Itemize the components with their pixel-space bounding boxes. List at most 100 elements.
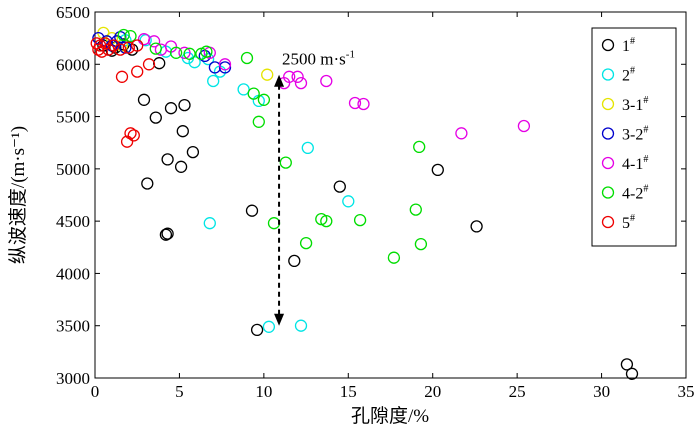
x-tick-label: 20 [424,382,441,401]
data-point-series-6 [124,29,137,43]
data-point-series-1 [288,254,301,268]
data-point-series-5 [455,127,468,140]
legend-label: 1# [622,36,635,55]
legend-marker [601,68,615,81]
data-point-series-6 [387,251,401,264]
data-point-series-1 [174,160,188,173]
x-tick-label: 0 [91,382,100,401]
legend-box [591,27,677,247]
data-point-series-2 [294,319,308,332]
x-tick-label: 35 [678,382,695,401]
legend-label: 5# [622,213,635,232]
data-point-series-1 [137,93,151,106]
data-point-series-4 [218,61,232,74]
data-point-series-7 [120,135,134,148]
data-point-series-6 [252,115,265,128]
data-point-series-6 [353,213,367,227]
data-point-series-1 [161,227,174,240]
data-point-series-6 [117,28,130,42]
y-tick-label: 3500 [56,317,90,336]
data-point-series-1 [245,204,259,217]
y-tick-label: 5500 [56,108,90,127]
data-point-series-7 [127,129,140,142]
data-point-series-6 [240,51,254,65]
y-axis-title: 纵波速度/(m·s⁻¹) [7,126,29,264]
data-point-series-7 [107,39,120,52]
x-tick-label: 5 [175,382,184,401]
legend-label: 3-1# [622,95,648,114]
data-point-series-1 [620,358,634,371]
data-point-series-2 [301,141,314,155]
data-point-series-5 [357,97,370,111]
data-point-series-6 [257,93,271,106]
x-axis-title: 孔隙度/% [351,405,429,427]
annotation-arrowhead-up [274,74,285,87]
data-point-series-6 [414,237,428,251]
data-point-series-1 [431,163,444,177]
data-point-series-6 [413,140,426,154]
data-point-series-6 [279,156,292,169]
data-point-series-1 [159,228,173,241]
data-point-series-5 [283,70,296,83]
data-point-series-1 [470,220,483,233]
x-tick-label: 15 [340,382,357,401]
axis-ticks: 0 5 10 15 20 25 30 35 3000 3500 4000 4500 5000 5500 60… [56,3,695,401]
data-point-series-1 [186,145,200,159]
data-point-series-1 [625,367,639,380]
y-tick-label: 6500 [56,3,90,22]
data-point-series-6 [149,42,162,55]
legend: 1# 2# 3-1# 3-2# 4-1# 4-2# 5# [591,27,677,247]
data-point-series-1 [178,98,191,112]
legend-marker [601,186,615,199]
y-tick-label: 4000 [56,264,90,283]
data-point-series-6 [183,47,196,60]
y-tick-label: 5000 [56,160,90,179]
data-point-series-6 [247,87,260,100]
legend-marker [601,97,615,111]
data-point-series-4 [114,30,127,44]
data-point-series-1 [164,102,178,115]
y-tick-label: 6000 [56,55,90,74]
y-tick-label: 4500 [56,212,90,231]
data-point-series-1 [149,111,162,124]
legend-label: 4-2# [622,184,648,203]
data-point-series-3 [261,68,274,81]
data-point-series-7 [131,39,144,52]
data-point-series-5 [517,119,531,133]
data-point-series-1 [176,125,189,138]
data-point-series-4 [119,41,132,54]
data-point-series-4 [110,35,124,48]
legend-marker [601,38,615,52]
data-point-series-5 [178,46,191,59]
legend-marker [601,215,615,229]
data-point-series-1 [250,323,264,337]
data-point-series-7 [142,58,156,71]
data-point-series-1 [153,57,166,70]
x-tick-label: 30 [593,382,610,401]
data-point-series-7 [124,127,137,140]
data-point-series-2 [207,74,220,88]
annotation-label: 2500 m·s-1 [282,49,355,69]
legend-marker [601,156,615,170]
data-point-series-2 [342,195,355,208]
data-point-series-1 [161,153,174,166]
data-point-series-6 [320,214,333,228]
data-point-series-5 [348,96,362,110]
data-point-series-2 [203,217,216,230]
data-point-series-7 [122,41,135,54]
x-tick-label: 25 [509,382,526,401]
data-point-series-2 [237,83,250,96]
data-point-series-7 [98,37,112,50]
data-point-series-6 [267,217,281,230]
data-point-series-2 [262,320,276,333]
legend-label: 4-1# [622,154,648,173]
data-point-series-7 [115,70,129,83]
data-point-series-6 [200,45,213,58]
data-point-series-5 [291,70,304,83]
data-point-series-7 [131,65,144,78]
x-tick-label: 10 [255,382,272,401]
data-point-series-1 [141,177,154,190]
data-point-series-1 [333,180,346,193]
data-point-series-5 [147,35,161,48]
